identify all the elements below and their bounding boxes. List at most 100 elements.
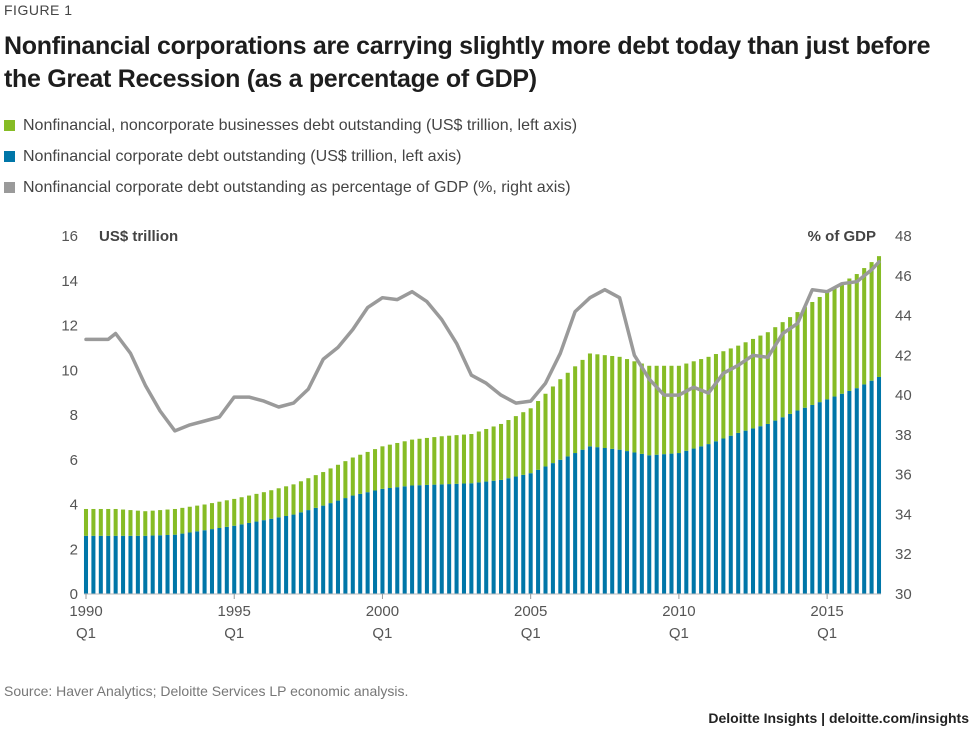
- bar-corporate: [202, 530, 207, 594]
- bar-corporate: [513, 476, 518, 594]
- left-tick-label: 2: [70, 541, 78, 558]
- bar-noncorporate: [469, 434, 474, 484]
- x-tick-year: 2015: [810, 603, 843, 620]
- bar-corporate: [876, 376, 882, 594]
- bar-corporate: [706, 444, 711, 594]
- bar-corporate: [491, 480, 496, 594]
- bar-corporate: [380, 488, 385, 594]
- bar-corporate: [113, 535, 118, 594]
- bar-noncorporate: [350, 457, 355, 496]
- bar-noncorporate: [491, 426, 496, 481]
- bar-noncorporate: [817, 296, 822, 403]
- bar-corporate: [447, 484, 452, 594]
- left-axis-label: US$ trillion: [99, 228, 178, 245]
- bar-corporate: [484, 481, 489, 594]
- bar-noncorporate: [543, 393, 548, 467]
- bar-corporate: [832, 396, 837, 594]
- bar-noncorporate: [587, 353, 592, 447]
- bar-noncorporate: [247, 495, 252, 523]
- bar-corporate: [321, 505, 326, 594]
- bar-noncorporate: [106, 508, 111, 536]
- bar-noncorporate: [232, 498, 237, 526]
- bar-noncorporate: [758, 335, 763, 427]
- bar-noncorporate: [461, 434, 466, 484]
- bar-noncorporate: [610, 355, 615, 449]
- bar-noncorporate: [876, 256, 882, 377]
- bar-corporate: [632, 452, 637, 594]
- bar-corporate: [350, 495, 355, 594]
- legend-swatch-blue: [4, 151, 15, 162]
- bar-noncorporate: [298, 481, 303, 513]
- legend: Nonfinancial, noncorporate businesses de…: [4, 110, 577, 203]
- bar-corporate: [187, 532, 192, 594]
- bar-noncorporate: [424, 437, 429, 485]
- x-tick-quarter: Q1: [76, 625, 96, 642]
- bar-noncorporate: [728, 348, 733, 436]
- right-tick-label: 40: [895, 387, 912, 404]
- bar-corporate: [121, 535, 126, 594]
- chart-title: Nonfinancial corporations are carrying s…: [4, 32, 931, 93]
- bar-noncorporate: [439, 436, 444, 485]
- bar-corporate: [461, 483, 466, 594]
- brand-footer: Deloitte Insights | deloitte.com/insight…: [708, 710, 969, 726]
- bar-corporate: [743, 430, 748, 594]
- chart: US$ trillion % of GDP 024681012141630323…: [61, 228, 912, 642]
- bar-noncorporate: [647, 365, 652, 456]
- bar-noncorporate: [328, 468, 333, 504]
- x-tick-year: 2000: [366, 603, 399, 620]
- bar-noncorporate: [195, 505, 200, 532]
- bar-corporate: [654, 454, 659, 594]
- x-tick-quarter: Q1: [817, 625, 837, 642]
- bar-corporate: [476, 482, 481, 594]
- bar-noncorporate: [595, 354, 600, 448]
- bar-corporate: [602, 448, 607, 594]
- x-tick-year: 1990: [69, 603, 102, 620]
- bar-corporate: [543, 466, 548, 594]
- bar-noncorporate: [854, 274, 859, 389]
- legend-item-noncorporate: Nonfinancial, noncorporate businesses de…: [4, 110, 577, 141]
- source-note: Source: Haver Analytics; Deloitte Servic…: [4, 683, 409, 699]
- bar-corporate: [410, 485, 415, 594]
- bar-corporate: [313, 507, 318, 594]
- legend-label: Nonfinancial corporate debt outstanding …: [23, 147, 462, 165]
- bar-corporate: [810, 404, 815, 594]
- bar-corporate: [847, 390, 852, 594]
- bar-noncorporate: [387, 444, 392, 488]
- bar-corporate: [135, 535, 140, 594]
- bar-corporate: [83, 535, 89, 594]
- bar-noncorporate: [254, 493, 259, 522]
- pct-gdp-line: [84, 260, 881, 433]
- bar-corporate: [158, 535, 163, 594]
- bar-corporate: [721, 438, 726, 594]
- bar-corporate: [106, 535, 111, 594]
- bar-noncorporate: [91, 508, 96, 536]
- bar-corporate: [387, 488, 392, 594]
- bar-corporate: [128, 535, 133, 594]
- bar-noncorporate: [550, 386, 555, 464]
- bar-noncorporate: [335, 464, 340, 501]
- bar-noncorporate: [691, 361, 696, 449]
- bar-noncorporate: [150, 510, 155, 536]
- bar-corporate: [795, 410, 800, 594]
- bar-corporate: [610, 448, 615, 594]
- bar-noncorporate: [558, 379, 563, 460]
- bar-noncorporate: [573, 366, 578, 454]
- bars-layer: [83, 256, 882, 595]
- bar-noncorporate: [662, 365, 667, 455]
- bar-corporate: [209, 529, 215, 594]
- bar-corporate: [713, 441, 718, 594]
- bar-noncorporate: [410, 439, 415, 486]
- bar-corporate: [150, 535, 155, 594]
- bar-noncorporate: [676, 365, 681, 454]
- bar-corporate: [780, 417, 785, 594]
- x-tick-year: 1995: [218, 603, 251, 620]
- right-tick-label: 44: [895, 308, 912, 325]
- bar-corporate: [224, 526, 229, 595]
- bar-corporate: [506, 478, 511, 594]
- bar-noncorporate: [617, 356, 622, 450]
- bar-noncorporate: [528, 408, 533, 474]
- bar-corporate: [802, 407, 807, 594]
- figure-label: FIGURE 1: [4, 2, 73, 18]
- left-tick-label: 14: [61, 273, 78, 290]
- bar-noncorporate: [825, 291, 830, 400]
